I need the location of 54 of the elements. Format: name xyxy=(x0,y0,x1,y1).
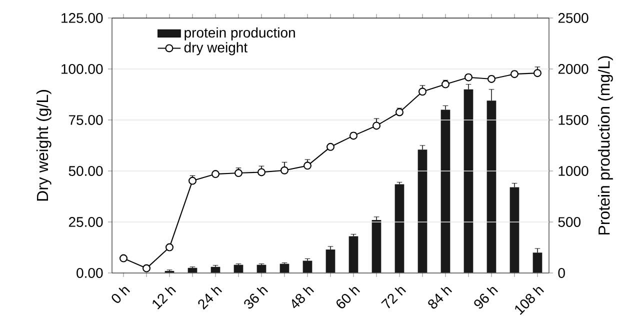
bar xyxy=(394,184,404,273)
y-tick-label: 25.00 xyxy=(68,217,103,227)
x-tick-label: 48 h xyxy=(292,286,314,308)
x-tick-label: 72 h xyxy=(381,286,406,308)
y2-tick-label: 1500 xyxy=(558,115,588,125)
point xyxy=(464,73,472,82)
x-tick-label: 108 h xyxy=(515,286,544,315)
y-tick-label: 125.00 xyxy=(62,13,103,23)
x-tick-label: 12 h xyxy=(152,286,176,310)
y-axis-title: Dry weight (g/L) xyxy=(36,90,52,201)
x-tick-label: 24 h xyxy=(198,286,222,310)
y-tick-label: 75.00 xyxy=(68,115,103,125)
point xyxy=(510,70,518,78)
point xyxy=(120,254,128,262)
point xyxy=(212,170,220,178)
point xyxy=(395,108,404,116)
y-tick-label: 100.00 xyxy=(62,64,103,74)
point xyxy=(372,122,380,130)
bar xyxy=(418,150,428,273)
y2-tick-label: 1000 xyxy=(558,166,588,176)
y2-tick-label: 2500 xyxy=(558,13,588,23)
x-tick-label: 96 h xyxy=(474,286,498,309)
point xyxy=(533,69,542,78)
point xyxy=(188,176,197,185)
y-tick-label: 0.00 xyxy=(76,268,103,278)
legend-label: dry weight xyxy=(184,42,248,56)
point xyxy=(418,88,426,96)
bar xyxy=(440,110,450,273)
point xyxy=(142,264,151,272)
point xyxy=(487,74,496,83)
bar xyxy=(532,252,542,273)
bar xyxy=(510,187,520,273)
point xyxy=(166,243,174,252)
point xyxy=(350,132,358,140)
bar xyxy=(302,260,312,273)
y-tick-label: 50.00 xyxy=(68,166,103,176)
point xyxy=(257,168,266,176)
point xyxy=(326,142,334,151)
point xyxy=(304,162,312,170)
point xyxy=(280,166,288,174)
point xyxy=(234,169,242,178)
x-tick-label: 36 h xyxy=(244,286,268,309)
x-tick-label: 0 h xyxy=(112,286,130,303)
legend-label: protein production xyxy=(184,27,295,40)
point xyxy=(441,80,450,88)
y2-tick-label: 2000 xyxy=(558,64,588,74)
x-tick-label: 84 h xyxy=(428,286,452,309)
y2-tick-label: 0 xyxy=(558,268,565,278)
x-tick-label: 60 h xyxy=(336,286,360,308)
y2-tick-label: 500 xyxy=(558,217,581,227)
bar xyxy=(326,250,336,273)
y2-axis-title: Protein production (mg/L) xyxy=(598,56,613,234)
bar xyxy=(372,220,382,273)
bar xyxy=(348,236,358,273)
